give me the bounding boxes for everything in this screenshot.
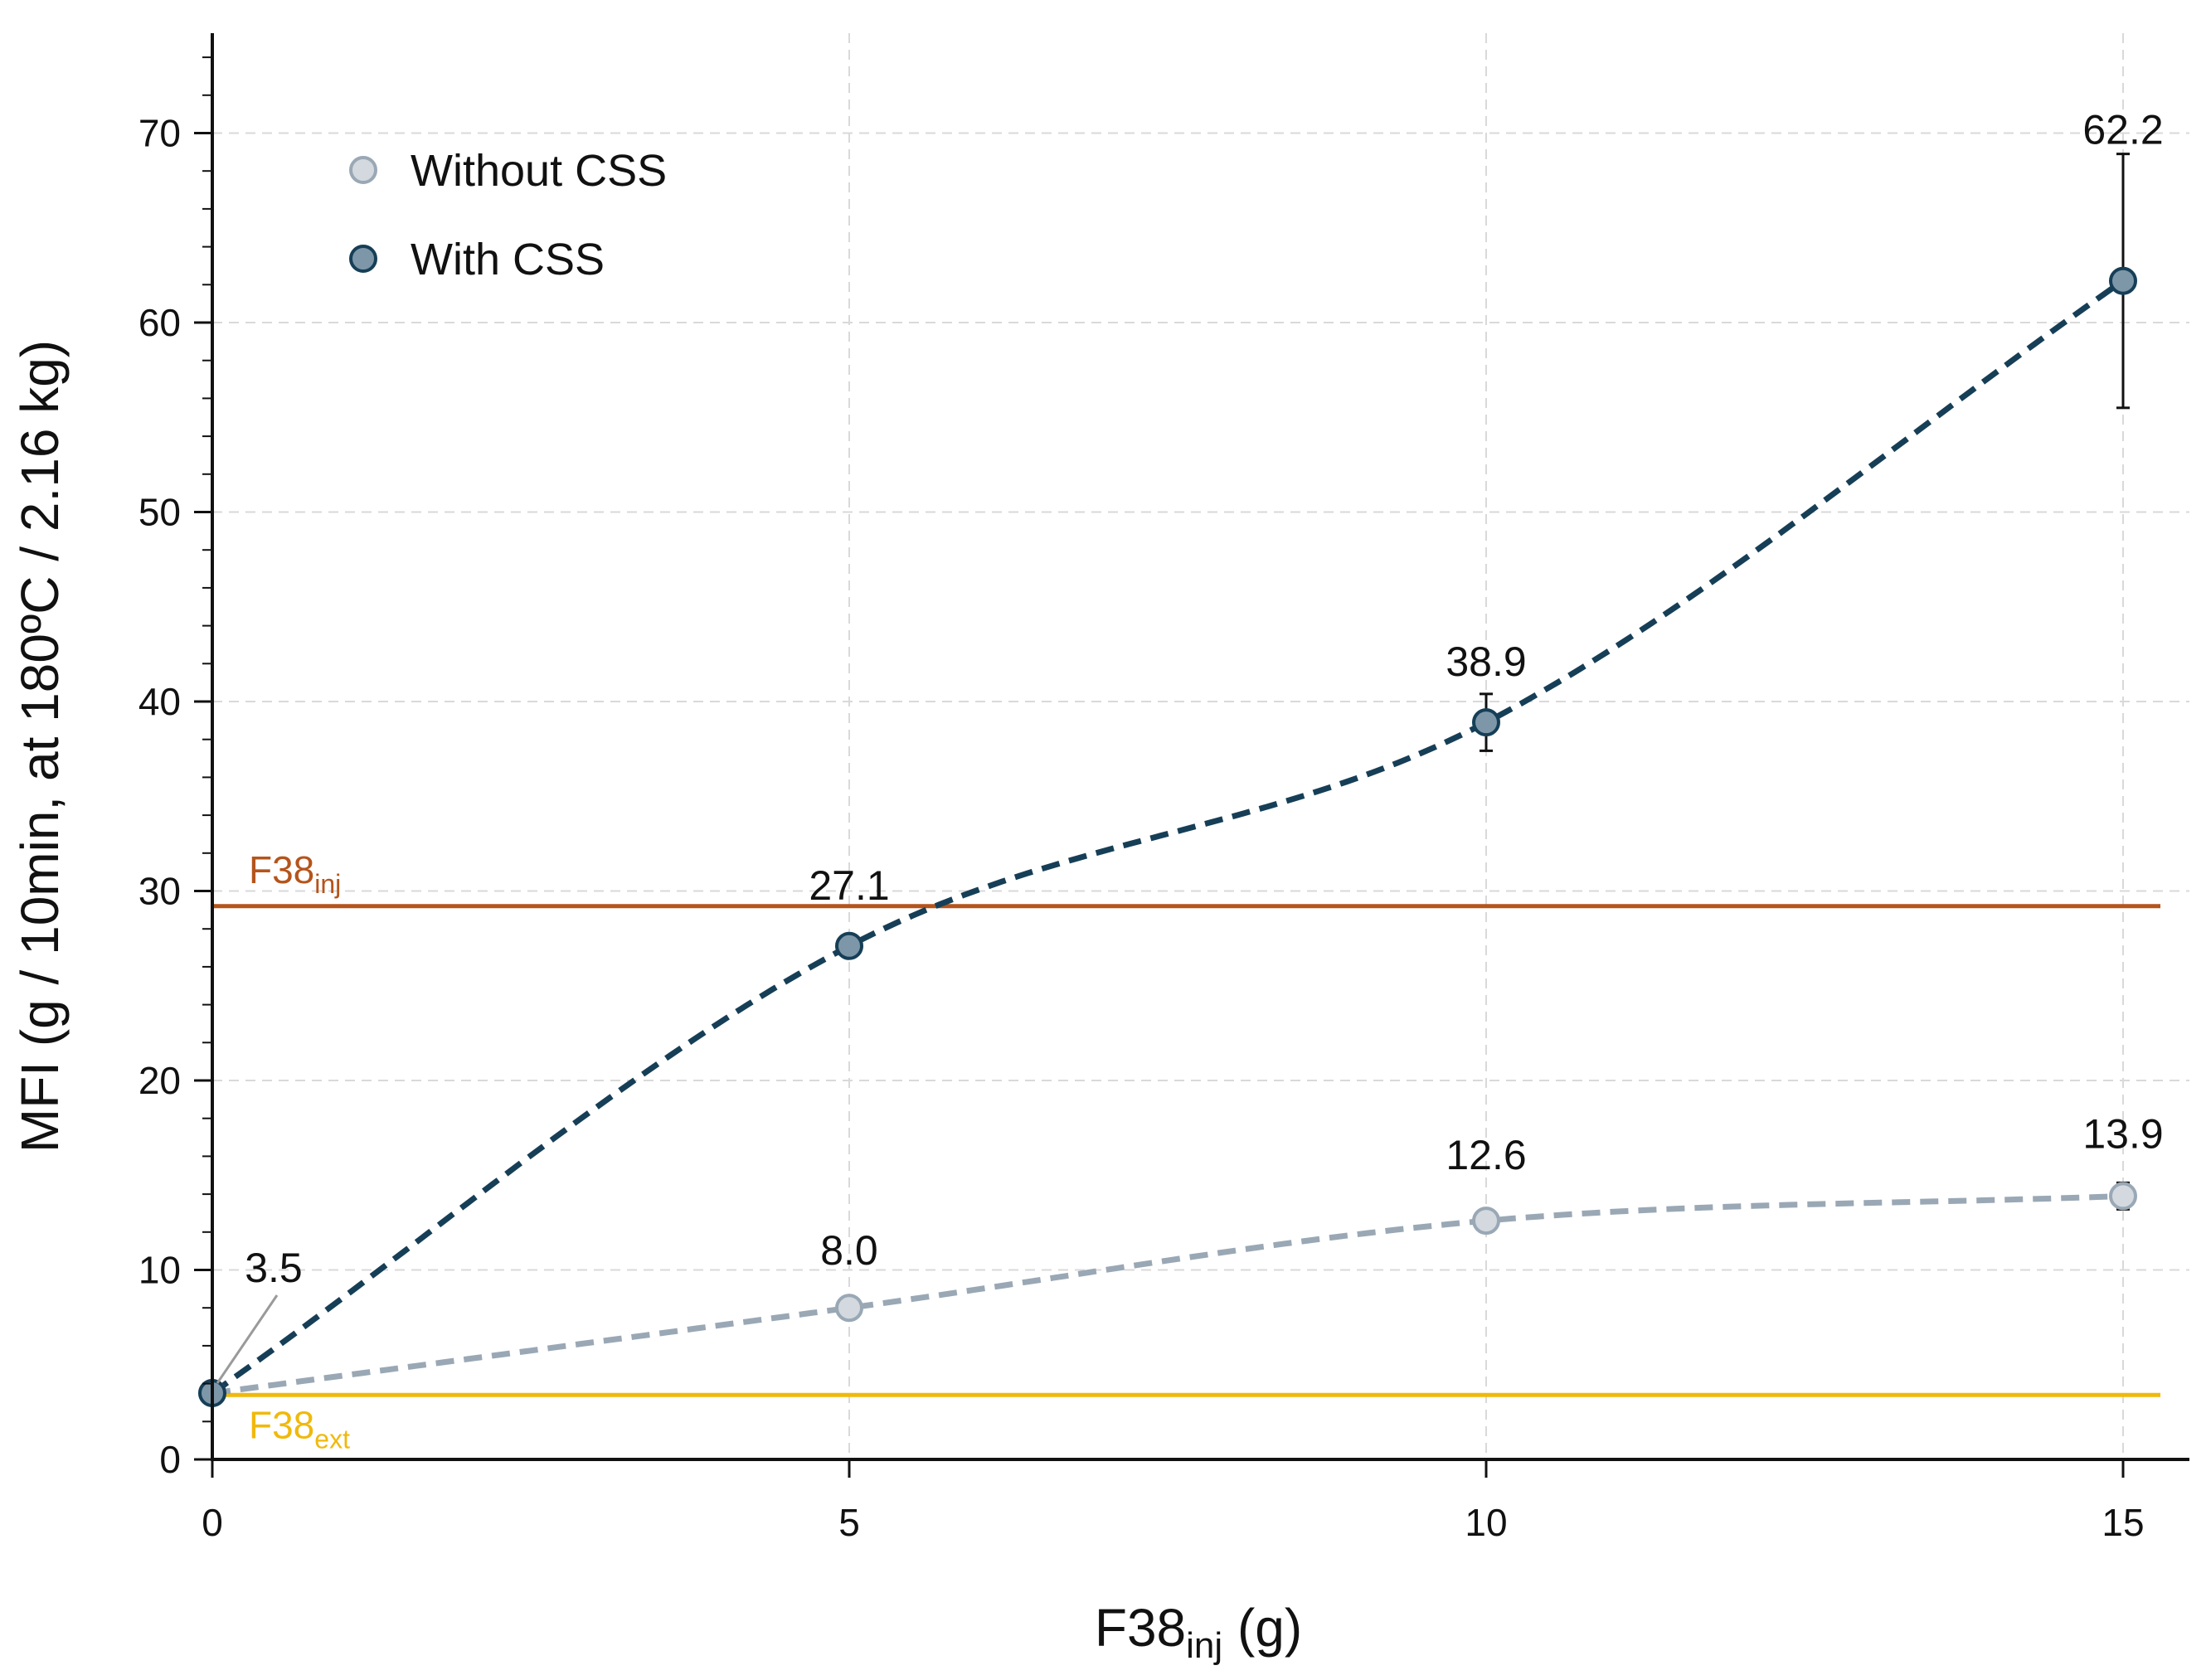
series-curve [211,1192,2124,1396]
data-label: 38.9 [1446,638,1526,685]
y-axis-title: MFI (g / 10min, at 180ºC / 2.16 kg) [10,340,70,1153]
data-point [835,931,863,960]
reference-lines: F38inj F38ext [212,848,2160,1454]
data-label: 3.5 [245,1245,303,1291]
legend-marker [349,245,377,273]
leader-line [216,1294,279,1384]
x-tick-label: 0 [202,1501,223,1544]
data-label: 27.1 [809,862,889,909]
reference-line-label: F38ext [249,1403,350,1454]
data-markers [198,266,2137,1408]
data-point [1472,1207,1500,1236]
y-tick-label: 40 [138,680,181,723]
y-tick-label: 10 [138,1249,181,1292]
x-tick-label: 15 [2102,1501,2144,1544]
legend-label: Without CSS [411,146,667,196]
y-tick-label: 60 [138,301,181,344]
data-label: 12.6 [1446,1132,1526,1178]
x-tick-label: 10 [1465,1501,1507,1544]
y-tick-label: 50 [138,491,181,534]
y-tick-label: 20 [138,1059,181,1102]
data-label: 13.9 [2082,1110,2163,1157]
data-point [1472,708,1500,737]
y-tick-label: 70 [138,112,181,155]
series-curve [210,278,2125,1396]
data-label: 62.2 [2082,107,2163,153]
data-point [2109,1182,2137,1211]
error-bars [206,153,2130,1399]
ticks: 0 10 20 30 40 50 60 70 0 5 10 15 [138,56,2145,1544]
data-label: 8.0 [820,1227,878,1274]
series-curves [210,278,2125,1396]
legend: Without CSS With CSS [349,146,667,284]
x-axis-title: F38inj (g) [1095,1598,1302,1666]
legend-marker [349,156,377,184]
data-point [2109,266,2137,295]
axes [211,33,2189,1461]
y-tick-label: 30 [138,870,181,913]
reference-line-label: F38inj [249,848,341,899]
legend-label: With CSS [411,235,605,284]
y-tick-label: 0 [159,1438,181,1481]
data-point [835,1294,863,1323]
data-labels: 8.0 12.6 13.9 3.5 27.1 38.9 62.2 [216,107,2164,1384]
x-tick-label: 5 [838,1501,860,1544]
